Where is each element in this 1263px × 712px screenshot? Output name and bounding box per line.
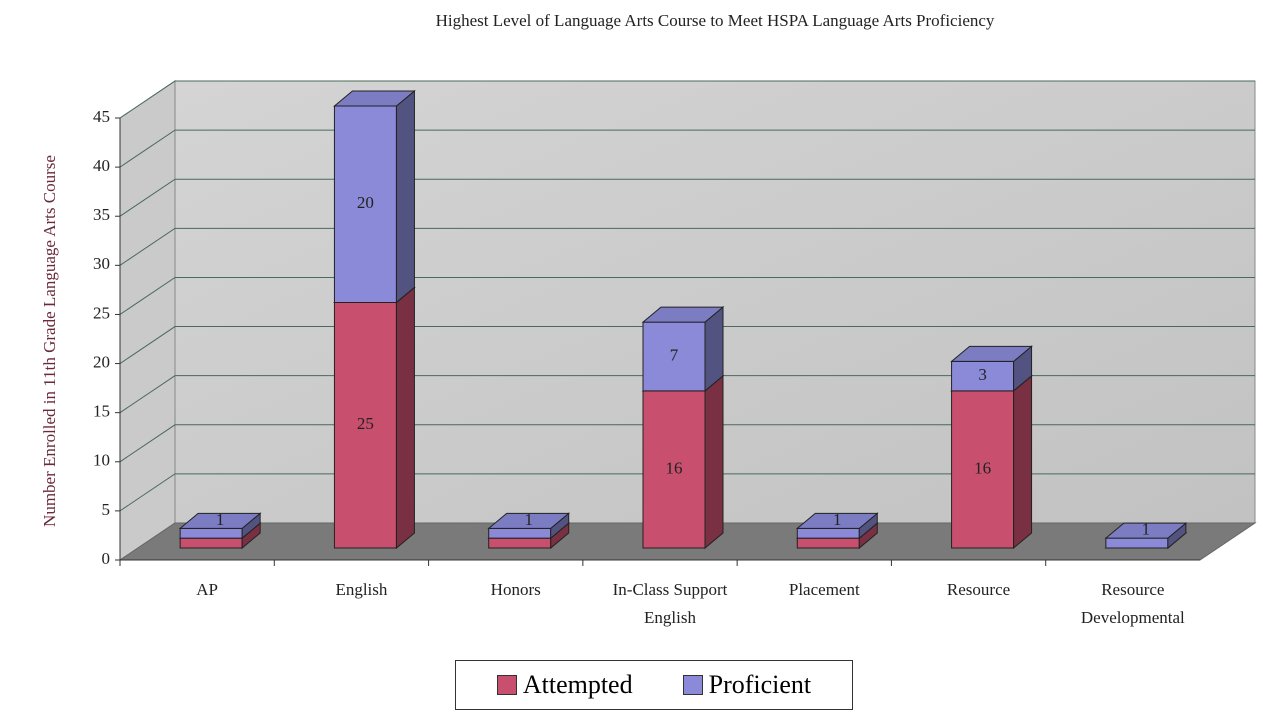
y-tick-label: 15 (93, 402, 110, 421)
bar-front (1105, 537, 1169, 549)
y-tick-label: 25 (93, 303, 110, 322)
legend-item: Attempted (496, 670, 633, 700)
grid-line (119, 326, 1255, 364)
bar-segment (950, 345, 1033, 392)
chart-title: Highest Level of Language Arts Course to… (436, 11, 995, 30)
legend-label: Proficient (708, 670, 812, 699)
y-tick-label: 40 (93, 156, 110, 175)
bar-segment (333, 89, 416, 304)
bar-top (487, 512, 571, 529)
x-tick-label: Placement (788, 580, 860, 599)
bar-side (395, 286, 415, 550)
x-tick-label: English (335, 580, 388, 599)
data-label: 3 (978, 365, 987, 384)
y-tick-label: 5 (102, 500, 111, 519)
y-tick-label: 35 (93, 205, 110, 224)
grid-line (119, 80, 1255, 119)
data-label: 1 (1142, 520, 1151, 539)
bar-front (179, 527, 243, 539)
grid-line (119, 375, 1255, 414)
x-tick-label: In-Class Support English (612, 580, 728, 627)
legend-label: Attempted (522, 670, 633, 699)
bar-segment (950, 374, 1033, 550)
y-tick-label: 0 (102, 549, 111, 568)
bar-side (1013, 374, 1033, 550)
x-tick-label: Resource Developmental (1080, 580, 1185, 627)
x-tick-label: AP (196, 580, 218, 599)
grid-line (119, 227, 1255, 266)
bar-segment (795, 512, 879, 540)
bar-front (179, 537, 243, 549)
bar-front (488, 537, 552, 549)
y-tick-label: 45 (93, 107, 110, 126)
bar-front (796, 537, 860, 549)
grid-line (119, 473, 1255, 512)
legend-swatch (682, 675, 703, 695)
data-label: 16 (974, 458, 991, 477)
grid-line (119, 276, 1255, 315)
data-label: 1 (524, 510, 533, 529)
bar-segment (641, 306, 725, 392)
data-label: 7 (670, 345, 679, 364)
bar-side (395, 89, 415, 304)
bar-side (704, 374, 724, 550)
grid-line (119, 129, 1255, 168)
bar-top (333, 90, 416, 107)
legend-item: Proficient (682, 670, 812, 700)
y-tick-label: 30 (93, 254, 110, 273)
bar-segment (641, 374, 725, 550)
bar-segment (487, 512, 571, 540)
bar-front (796, 527, 860, 539)
y-axis-label: Number Enrolled in 11th Grade Language A… (40, 155, 59, 527)
y-tick-label: 10 (93, 451, 110, 470)
data-label: 1 (833, 510, 842, 529)
grid-line (119, 424, 1255, 463)
bar-top (178, 512, 262, 529)
bar-segment (333, 286, 416, 550)
bar-top (950, 345, 1033, 362)
bar-front (488, 527, 552, 539)
bar-top (1104, 522, 1188, 539)
legend: Attempted Proficient (455, 660, 853, 710)
bar-top (795, 512, 879, 529)
x-tick-label: Resource (946, 580, 1011, 599)
bar-segment (178, 512, 262, 540)
bar-top (641, 306, 725, 323)
y-tick-label: 20 (93, 352, 110, 371)
side-wall (119, 80, 176, 561)
data-label: 1 (216, 510, 225, 529)
grid-line (119, 178, 1255, 217)
legend-swatch (496, 675, 517, 695)
data-label: 25 (357, 414, 374, 433)
bar-segment (1104, 522, 1188, 550)
x-tick-label: Honors (490, 580, 541, 599)
data-label: 16 (666, 458, 683, 477)
data-label: 20 (357, 193, 374, 212)
